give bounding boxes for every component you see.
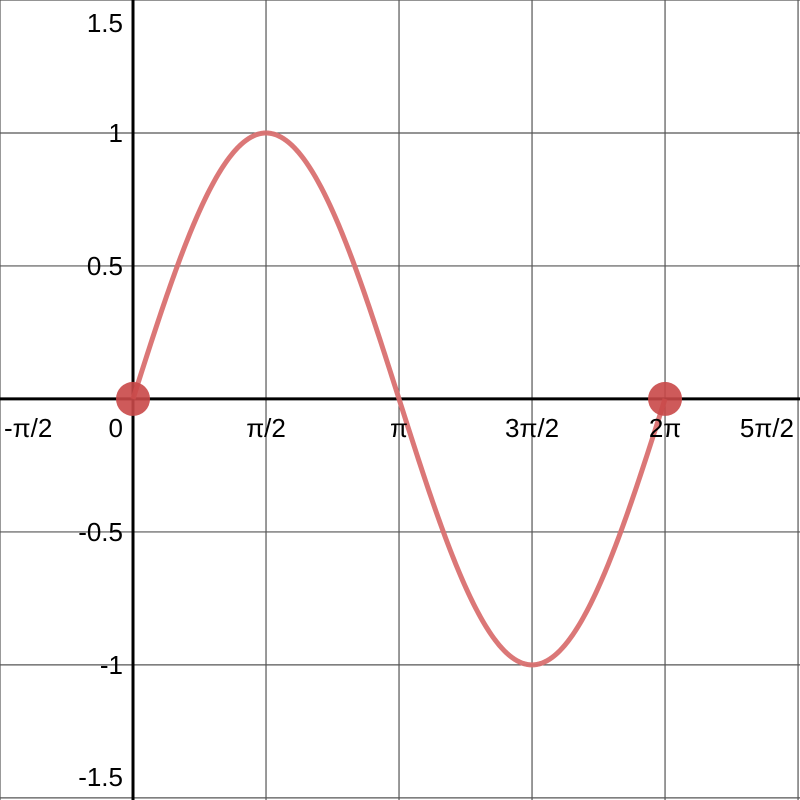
x-tick-label: π xyxy=(390,413,408,443)
x-tick-label: π/2 xyxy=(246,413,286,443)
x-tick-label: -π/2 xyxy=(4,413,52,443)
y-tick-label: -1 xyxy=(100,650,123,680)
y-tick-label: -1.5 xyxy=(78,762,123,792)
x-tick-label: 0 xyxy=(109,413,123,443)
x-tick-label: 5π/2 xyxy=(740,413,794,443)
y-tick-label: 0.5 xyxy=(87,251,123,281)
endpoint-marker xyxy=(116,381,151,416)
x-tick-label: 3π/2 xyxy=(505,413,559,443)
sine-curve xyxy=(130,130,668,668)
y-tick-label: 1.5 xyxy=(87,8,123,38)
x-tick-label: 2π xyxy=(649,413,681,443)
y-tick-label: 1 xyxy=(109,118,123,148)
endpoint-marker xyxy=(648,381,683,416)
y-tick-label: -0.5 xyxy=(78,517,123,547)
